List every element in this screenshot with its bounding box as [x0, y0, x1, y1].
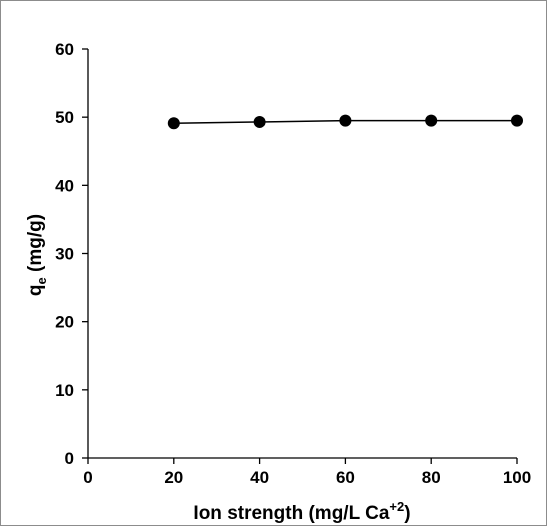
y-tick-label: 50: [55, 108, 74, 127]
data-point: [511, 114, 523, 127]
x-tick-label: 80: [422, 468, 441, 487]
y-tick-label: 20: [55, 313, 74, 332]
y-tick-label: 40: [55, 176, 74, 195]
y-tick-label: 10: [55, 381, 74, 400]
data-point: [339, 114, 352, 127]
data-point: [253, 115, 266, 128]
y-axis-title: qe (mg/g): [25, 214, 49, 296]
x-axis-title-superscript: +2: [389, 499, 404, 514]
x-tick-label: 0: [83, 468, 92, 487]
x-tick-label: 60: [336, 468, 355, 487]
axes: [87, 49, 517, 459]
y-tick-label: 0: [65, 449, 74, 468]
series: [167, 114, 523, 130]
y-axis-title-subscript: e: [34, 277, 49, 284]
x-tick-label: 20: [164, 468, 183, 487]
data-point: [425, 114, 438, 127]
y-tick-label: 60: [55, 40, 74, 59]
y-tick-label: 30: [55, 245, 74, 264]
x-tick-label: 40: [250, 468, 269, 487]
ticks: 0 10 20 30 40 50 60 0 20 40 60 80 100: [55, 40, 531, 487]
x-axis-title: Ion strength (mg/L Ca+2): [193, 499, 410, 524]
x-axis-title-main: Ion strength (mg/L Ca: [193, 503, 389, 524]
y-axis-title-main: q: [25, 284, 46, 296]
x-tick-label: 100: [503, 468, 531, 487]
x-axis-title-suffix: ): [404, 503, 410, 524]
y-axis-title-rest: (mg/g): [25, 214, 46, 277]
data-point: [167, 117, 180, 130]
